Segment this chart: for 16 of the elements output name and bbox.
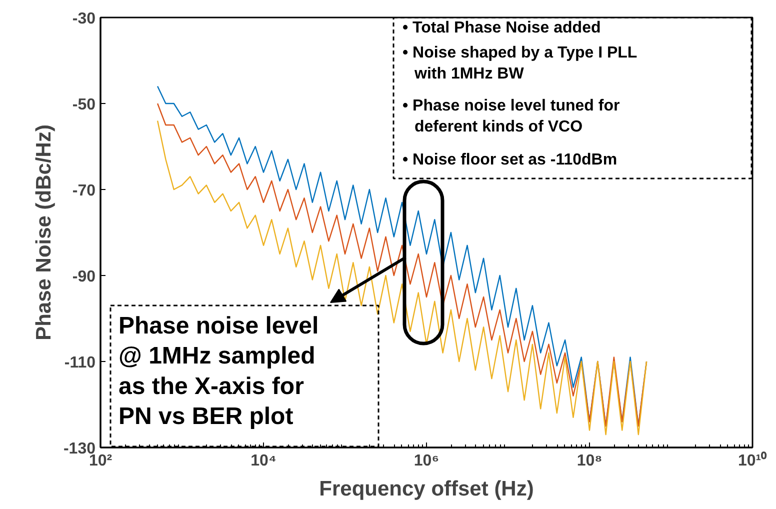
x-tick-label: 10⁶	[414, 452, 440, 470]
x-tick-label: 10⁸	[576, 452, 602, 470]
annotation: • Noise floor set as -110dBm	[402, 152, 618, 168]
annotation: • Total Phase Noise added	[402, 20, 601, 36]
x-tick-label: 10¹⁰	[738, 452, 768, 470]
annotation: • Phase noise level tuned for deferent kinds of VCO	[402, 98, 620, 136]
x-tick-label: 10⁴	[250, 452, 276, 470]
y-tick-label: -90	[72, 268, 96, 286]
y-tick-label: -70	[72, 182, 96, 200]
x-axis-title: Frequency offset (Hz)	[319, 478, 534, 500]
y-tick-label: -30	[72, 10, 96, 28]
y-axis-title: Phase Noise (dBc/Hz)	[32, 124, 56, 340]
annotation: Phase noise level @ 1MHz sampled as the X-axis for PN vs BER plot	[118, 312, 319, 430]
y-tick-label: -110	[64, 354, 96, 372]
annotation: • Noise shaped by a Type I PLL with 1MHz BW	[402, 44, 638, 82]
y-tick-label: -50	[72, 96, 96, 114]
